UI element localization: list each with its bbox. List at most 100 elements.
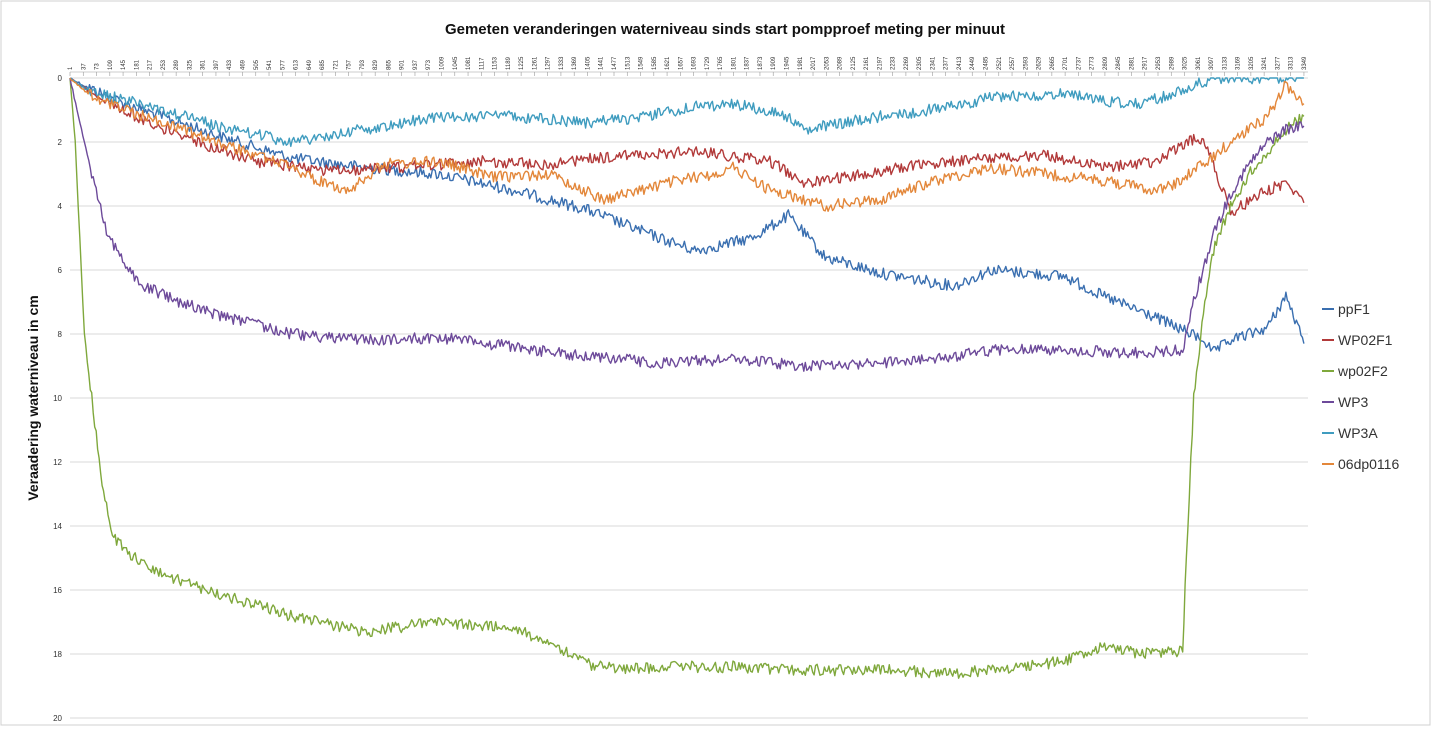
x-tick-label: 541 bbox=[267, 59, 273, 70]
y-tick-label: 10 bbox=[53, 394, 62, 403]
x-tick-label: 3313 bbox=[1289, 56, 1295, 70]
legend-label: WP02F1 bbox=[1338, 332, 1393, 348]
x-tick-label: 1945 bbox=[784, 56, 790, 70]
x-tick-label: 2053 bbox=[824, 56, 830, 70]
x-tick-label: 1297 bbox=[546, 56, 552, 70]
x-tick-label: 3025 bbox=[1183, 56, 1189, 70]
y-tick-label: 12 bbox=[53, 458, 62, 467]
x-tick-label: 505 bbox=[254, 59, 260, 70]
x-tick-label: 1153 bbox=[493, 56, 499, 70]
x-tick-label: 2917 bbox=[1143, 56, 1149, 70]
x-tick-label: 1369 bbox=[572, 56, 578, 70]
chart-title: Gemeten veranderingen waterniveau sinds … bbox=[445, 21, 1005, 38]
x-tick-label: 253 bbox=[161, 59, 167, 70]
legend-label: WP3 bbox=[1338, 394, 1369, 410]
x-tick-label: 577 bbox=[280, 59, 286, 70]
x-tick-label: 3277 bbox=[1275, 56, 1281, 70]
legend-label: 06dp0116 bbox=[1338, 456, 1399, 472]
x-tick-label: 1477 bbox=[612, 56, 618, 70]
x-tick-label: 2161 bbox=[864, 56, 870, 70]
x-tick-label: 2017 bbox=[811, 56, 817, 70]
series-lines bbox=[69, 77, 1305, 679]
x-tick-label: 937 bbox=[413, 59, 419, 70]
legend: ppF1 WP02F1 wp02F2 WP3 WP3A 06dp0116 bbox=[1322, 301, 1399, 472]
y-tick-label: 8 bbox=[58, 330, 63, 339]
x-tick-label: 649 bbox=[307, 59, 313, 70]
legend-label: ppF1 bbox=[1338, 301, 1370, 317]
series-line-06dp0116 bbox=[69, 77, 1305, 213]
x-tick-label: 2269 bbox=[904, 56, 910, 70]
x-tick-label: 289 bbox=[174, 59, 180, 70]
x-tick-label: 145 bbox=[121, 59, 127, 70]
y-axis-ticks: 0 2 4 6 8 10 12 14 16 18 20 bbox=[53, 74, 62, 723]
series-line-wp3 bbox=[69, 77, 1305, 372]
x-tick-label: 469 bbox=[240, 59, 246, 70]
x-tick-label: 865 bbox=[386, 59, 392, 70]
x-tick-label: 433 bbox=[227, 59, 233, 70]
x-tick-label: 1333 bbox=[559, 56, 565, 70]
x-tick-label: 1441 bbox=[599, 56, 605, 70]
x-tick-label: 1081 bbox=[466, 56, 472, 70]
x-tick-label: 2449 bbox=[970, 56, 976, 70]
x-tick-label: 1729 bbox=[705, 56, 711, 70]
x-tick-label: 2521 bbox=[997, 56, 1003, 70]
x-tick-label: 3097 bbox=[1209, 56, 1215, 70]
legend-label: WP3A bbox=[1338, 425, 1378, 441]
x-tick-label: 2593 bbox=[1023, 56, 1029, 70]
x-tick-label: 685 bbox=[320, 59, 326, 70]
x-tick-label: 1009 bbox=[440, 56, 446, 70]
series-line-ppf1 bbox=[69, 77, 1305, 352]
series-line-wp3a bbox=[69, 77, 1304, 148]
x-tick-label: 1 bbox=[68, 66, 74, 70]
x-tick-label: 721 bbox=[333, 59, 339, 70]
x-tick-label: 2125 bbox=[851, 56, 857, 70]
x-tick-label: 3205 bbox=[1249, 56, 1255, 70]
y-tick-label: 0 bbox=[58, 74, 63, 83]
y-axis-label: Veraadering waterniveau in cm bbox=[25, 295, 41, 500]
x-tick-label: 829 bbox=[373, 59, 379, 70]
x-tick-label: 2413 bbox=[957, 56, 963, 70]
x-tick-label: 793 bbox=[360, 59, 366, 70]
x-tick-label: 2845 bbox=[1116, 56, 1122, 70]
legend-label: wp02F2 bbox=[1337, 363, 1388, 379]
x-tick-label: 3169 bbox=[1236, 56, 1242, 70]
x-tick-label: 1117 bbox=[479, 57, 485, 70]
y-tick-label: 14 bbox=[53, 522, 62, 531]
x-tick-label: 1801 bbox=[731, 56, 737, 70]
series-line-wp02f2 bbox=[69, 77, 1305, 679]
x-tick-label: 2629 bbox=[1037, 56, 1043, 70]
x-tick-label: 2197 bbox=[877, 56, 883, 70]
x-tick-label: 1405 bbox=[585, 56, 591, 70]
x-tick-label: 1657 bbox=[678, 56, 684, 70]
x-tick-label: 1873 bbox=[758, 56, 764, 70]
x-tick-label: 2773 bbox=[1090, 56, 1096, 70]
x-tick-label: 3349 bbox=[1302, 56, 1308, 70]
x-tick-label: 2737 bbox=[1076, 56, 1082, 70]
x-tick-label: 1045 bbox=[453, 56, 459, 70]
x-tick-label: 2089 bbox=[838, 56, 844, 70]
x-tick-label: 1189 bbox=[506, 56, 512, 70]
x-tick-label: 1549 bbox=[639, 56, 645, 70]
x-tick-label: 973 bbox=[426, 59, 432, 70]
x-tick-label: 3133 bbox=[1222, 56, 1228, 70]
x-tick-label: 1765 bbox=[718, 56, 724, 70]
x-tick-label: 2701 bbox=[1063, 56, 1069, 70]
x-tick-label: 901 bbox=[400, 59, 406, 70]
x-tick-label: 1513 bbox=[625, 56, 631, 70]
x-tick-label: 2665 bbox=[1050, 56, 1056, 70]
y-tick-label: 6 bbox=[58, 266, 63, 275]
x-tick-label: 325 bbox=[187, 59, 193, 70]
x-tick-label: 2341 bbox=[930, 56, 936, 70]
x-tick-label: 37 bbox=[81, 63, 87, 70]
y-tick-label: 4 bbox=[58, 202, 63, 211]
x-tick-label: 3061 bbox=[1196, 56, 1202, 70]
y-tick-label: 2 bbox=[58, 138, 63, 147]
x-tick-label: 2809 bbox=[1103, 56, 1109, 70]
y-tick-label: 20 bbox=[53, 714, 62, 723]
x-tick-label: 1693 bbox=[692, 56, 698, 70]
x-tick-label: 217 bbox=[148, 59, 154, 70]
x-tick-label: 397 bbox=[214, 59, 220, 70]
